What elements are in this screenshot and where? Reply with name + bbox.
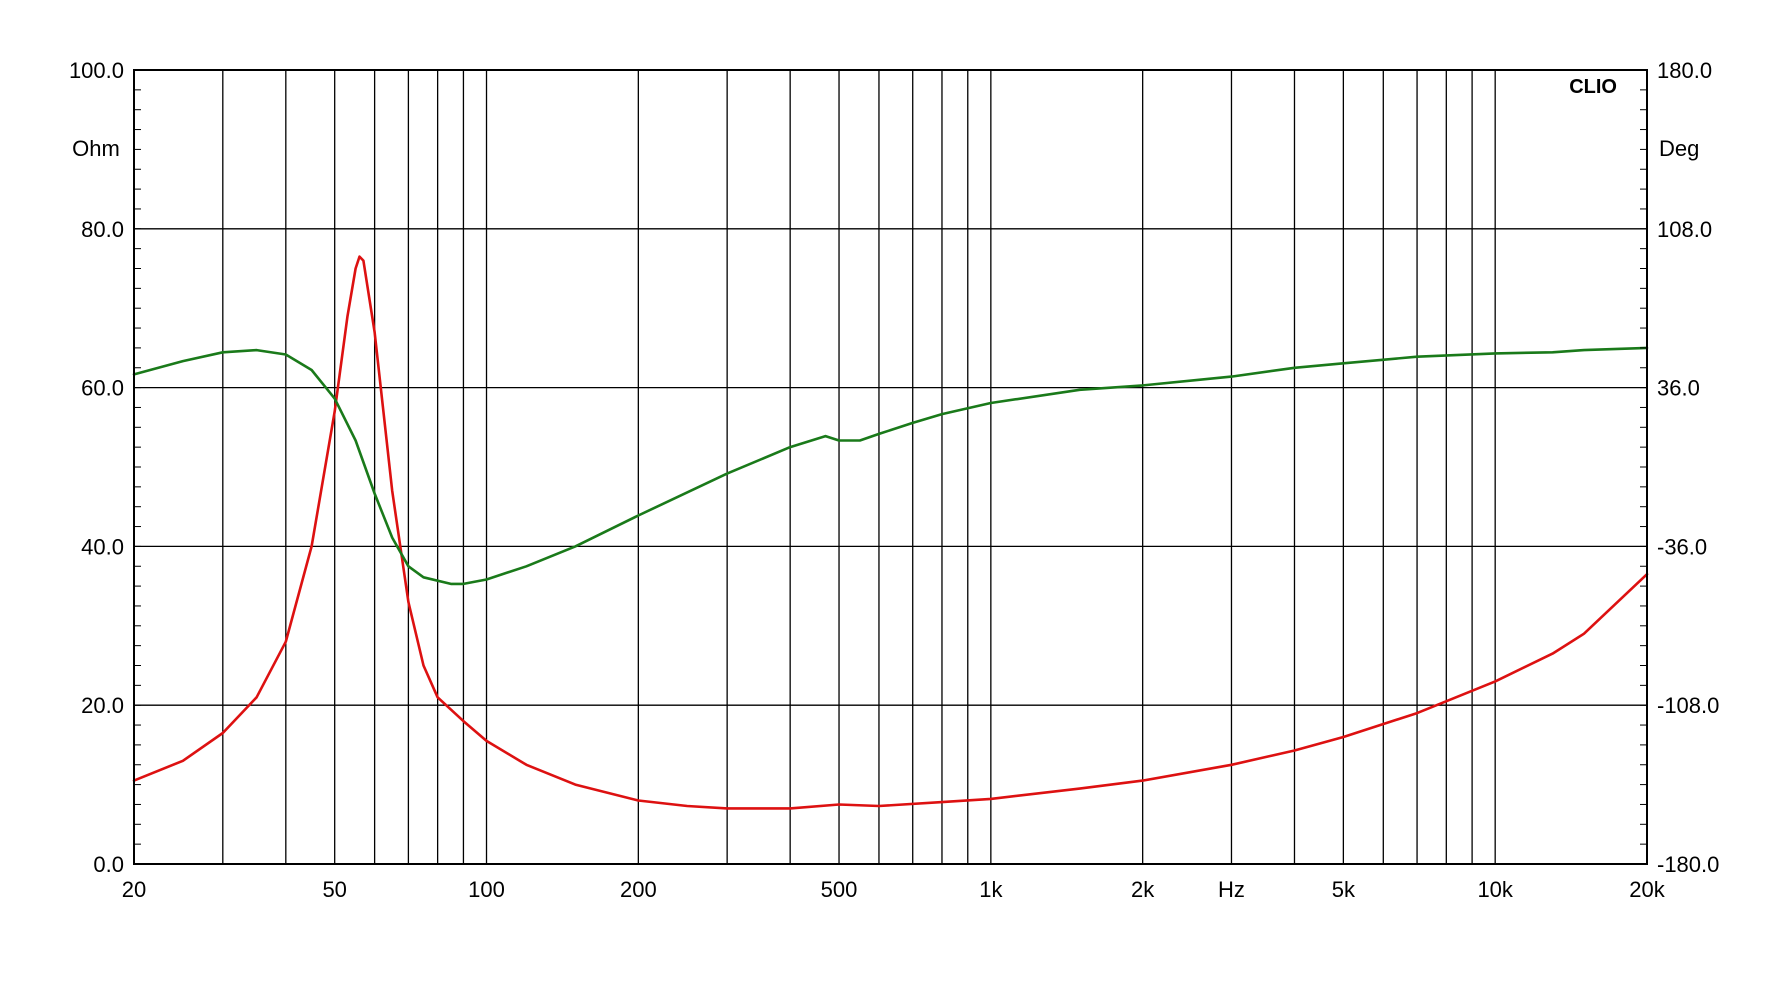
right-tick-label: -108.0	[1657, 693, 1719, 718]
plot-border	[133, 69, 1648, 865]
x-tick-label: 50	[322, 877, 346, 902]
x-tick-label: 20	[122, 877, 146, 902]
phase-curve	[132, 346, 1649, 586]
series-layer	[132, 255, 1649, 810]
plot-frame	[133, 69, 1648, 865]
left-tick-label: 20.0	[81, 693, 124, 718]
right-tick-label: 180.0	[1657, 58, 1712, 83]
right-axis-unit-label: Deg	[1659, 136, 1699, 161]
left-tick-label: 80.0	[81, 217, 124, 242]
x-tick-label: 2k	[1131, 877, 1155, 902]
x-tick-label: 20k	[1629, 877, 1665, 902]
x-axis-unit-label: Hz	[1218, 877, 1245, 902]
right-tick-label: -36.0	[1657, 534, 1707, 559]
grid	[133, 69, 1648, 865]
left-axis-unit-label: Ohm	[72, 136, 120, 161]
left-tick-label: 60.0	[81, 376, 124, 401]
right-tick-label: 108.0	[1657, 217, 1712, 242]
left-tick-label: 0.0	[93, 852, 124, 877]
x-tick-label: 5k	[1332, 877, 1356, 902]
left-tick-label: 100.0	[69, 58, 124, 83]
x-tick-label: 100	[468, 877, 505, 902]
impedance-curve	[132, 255, 1649, 810]
right-tick-label: 36.0	[1657, 376, 1700, 401]
x-tick-label: 500	[821, 877, 858, 902]
x-tick-label: 10k	[1477, 877, 1513, 902]
right-tick-label: -180.0	[1657, 852, 1719, 877]
axis-labels: 0.0 20.0 40.0 60.0 80.0 100.0 -180.0 -108.0 -36.…	[69, 58, 1719, 902]
x-tick-label: 200	[620, 877, 657, 902]
x-tick-label: 1k	[979, 877, 1003, 902]
clio-watermark: CLIO	[1569, 76, 1617, 98]
left-tick-label: 40.0	[81, 534, 124, 559]
